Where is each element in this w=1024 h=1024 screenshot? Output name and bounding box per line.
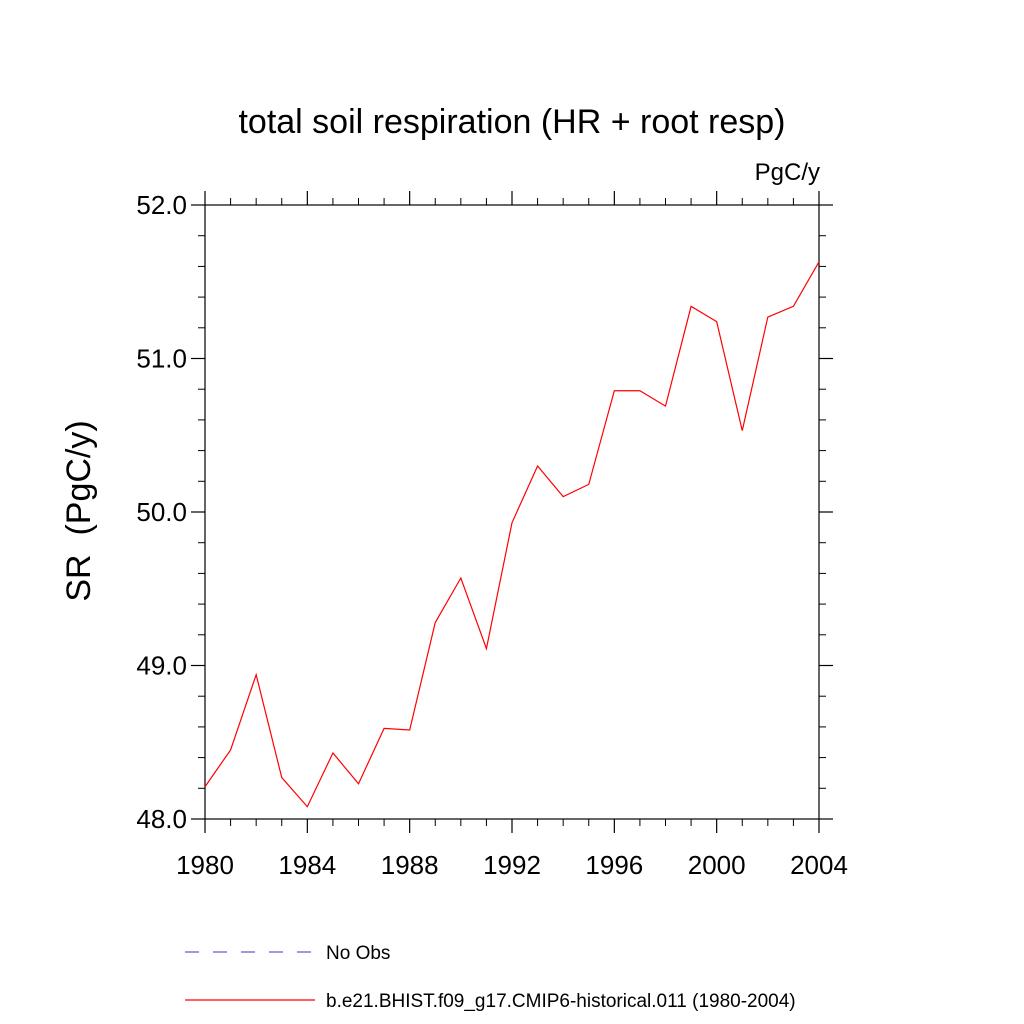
y-axis-label: SR (PgC/y) <box>60 420 98 601</box>
units-label: PgC/y <box>755 159 820 186</box>
x-tick-label: 1980 <box>176 850 234 880</box>
y-tick-label: 50.0 <box>136 497 187 527</box>
series-line-0 <box>204 261 820 808</box>
x-tick-label: 1988 <box>381 850 439 880</box>
x-tick-label: 1996 <box>585 850 643 880</box>
y-tick-label: 49.0 <box>136 651 187 681</box>
legend: No Obs b.e21.BHIST.f09_g17.CMIP6-historic… <box>185 943 796 1012</box>
y-tick-label: 48.0 <box>136 804 187 834</box>
x-tick-label: 1984 <box>278 850 336 880</box>
y-tick-label: 51.0 <box>136 344 187 374</box>
x-tick-label: 2004 <box>790 850 848 880</box>
axis-ticks <box>191 191 833 833</box>
plot-frame <box>204 204 820 820</box>
legend-label: No Obs <box>326 943 390 964</box>
x-tick-label: 1992 <box>483 850 541 880</box>
chart-title: total soil respiration (HR + root resp) <box>238 103 785 141</box>
series-lines <box>204 261 820 808</box>
axis-tick-labels: 1980 1984 1988 1992 1996 2000 2004 48.0 49.0 50.0… <box>136 190 848 880</box>
y-tick-label: 52.0 <box>136 190 187 220</box>
legend-label: b.e21.BHIST.f09_g17.CMIP6-historical.011… <box>326 991 796 1012</box>
x-tick-label: 2000 <box>688 850 746 880</box>
